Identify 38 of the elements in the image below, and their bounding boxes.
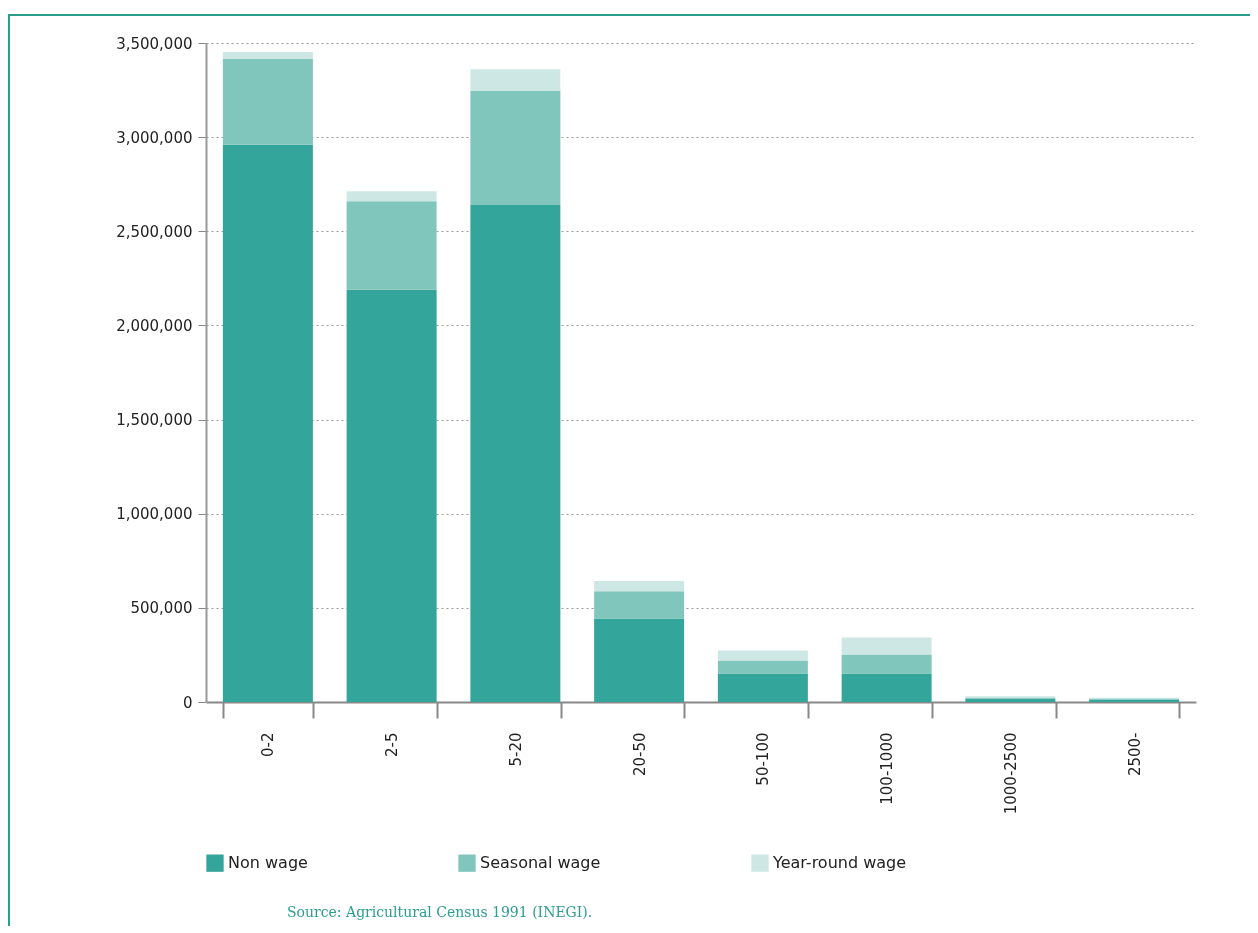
bar [841,637,932,655]
x-tick-label: 20-50 [630,732,649,777]
bar [470,91,561,205]
legend-label: Year-round wage [772,853,907,873]
x-tick-label: 1000-2500 [1001,732,1020,815]
x-tick-label: 50-100 [754,732,773,786]
y-tick-label: 3,000,000 [116,128,193,147]
bar [222,59,313,145]
bar [594,581,685,592]
source-note: Source: Agricultural Census 1991 (INEGI). [287,904,593,920]
bar [594,618,685,702]
bar [470,69,561,92]
bar [346,289,437,702]
y-tick-label: 2,000,000 [116,316,193,335]
y-tick-label: 0 [182,693,193,712]
legend-label: Seasonal wage [480,853,601,873]
bar [222,52,313,59]
x-tick-label: 5-20 [506,732,525,767]
bar [717,660,808,674]
x-tick-label: 2-5 [383,732,402,757]
bar [841,673,932,702]
bar [222,144,313,702]
bar [346,201,437,290]
y-tick-label: 500,000 [130,599,193,618]
bar [841,654,932,674]
bar [717,650,808,661]
bar [346,191,437,202]
bar [470,204,561,702]
y-tick-label: 2,500,000 [116,222,193,241]
bar [717,673,808,702]
y-tick-label: 3,500,000 [116,34,193,53]
bar [594,591,685,619]
x-tick-label: 100-1000 [878,732,897,805]
y-tick-label: 1,500,000 [116,411,193,430]
x-tick-label: 2500- [1125,732,1144,777]
legend-label: Non wage [228,853,308,873]
x-tick-label: 0-2 [259,732,278,757]
y-tick-label: 1,000,000 [116,505,193,524]
